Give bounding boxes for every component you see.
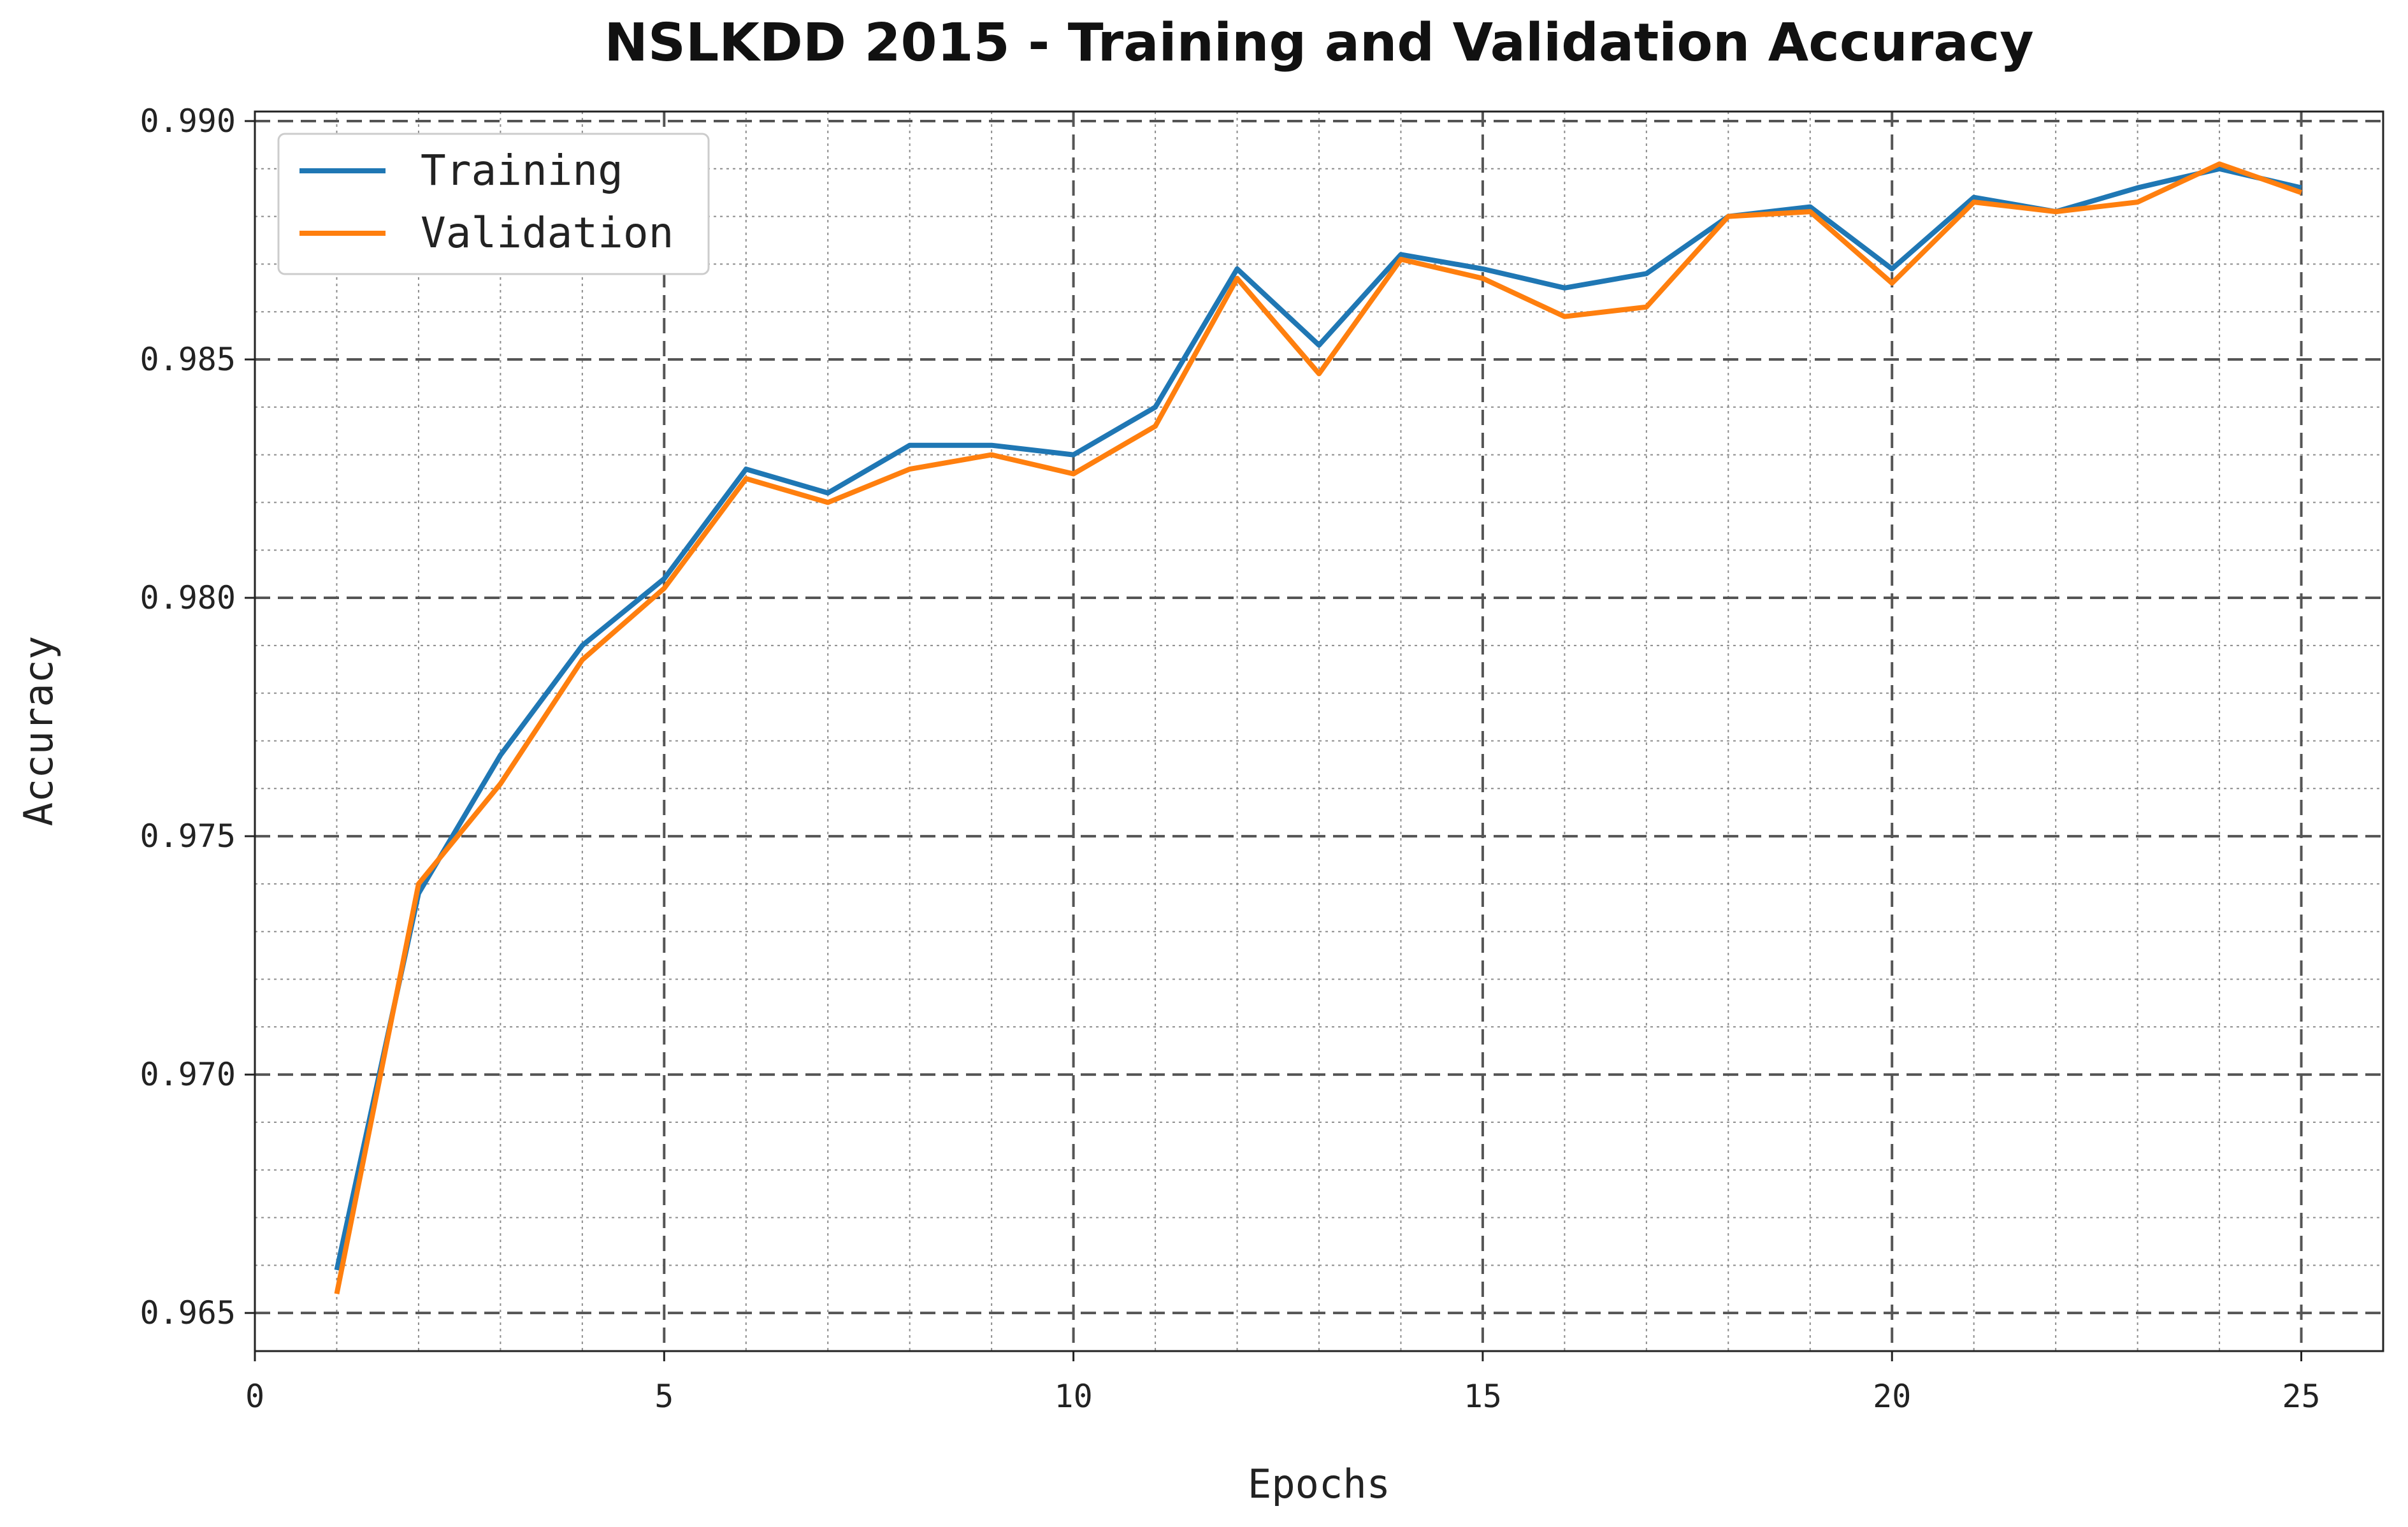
legend: Training Validation bbox=[277, 133, 710, 275]
y-tick-label: 0.980 bbox=[140, 579, 236, 616]
x-tick-label: 10 bbox=[1055, 1378, 1093, 1415]
y-tick-label: 0.985 bbox=[140, 341, 236, 378]
series-line-training bbox=[334, 166, 2302, 1271]
y-tick-label: 0.965 bbox=[140, 1294, 236, 1331]
minor-grid bbox=[255, 112, 2383, 1351]
x-axis-label: Epochs bbox=[1248, 1461, 1390, 1507]
chart-title: NSLKDD 2015 - Training and Validation Ac… bbox=[604, 13, 2033, 73]
legend-label-validation: Validation bbox=[421, 208, 674, 257]
major-grid bbox=[255, 112, 2383, 1351]
x-tick-label: 5 bbox=[654, 1378, 674, 1415]
legend-label-training: Training bbox=[421, 146, 623, 195]
x-tick-label: 0 bbox=[245, 1378, 264, 1415]
x-tick-label: 20 bbox=[1873, 1378, 1911, 1415]
legend-box bbox=[277, 133, 710, 275]
axis-ticks: 0 5 10 15 20 25 0.965 0.970 0.975 0.980 0.985 0.990 bbox=[140, 103, 2320, 1415]
y-tick-label: 0.970 bbox=[140, 1056, 236, 1093]
x-tick-label: 15 bbox=[1464, 1378, 1502, 1415]
series-line-validation bbox=[334, 161, 2302, 1294]
y-tick-label: 0.975 bbox=[140, 818, 236, 855]
y-axis-label: Accuracy bbox=[15, 636, 62, 827]
series-layer bbox=[334, 161, 2302, 1294]
x-tick-label: 25 bbox=[2282, 1378, 2320, 1415]
y-tick-label: 0.990 bbox=[140, 103, 236, 140]
plot-frame bbox=[254, 110, 2384, 1352]
